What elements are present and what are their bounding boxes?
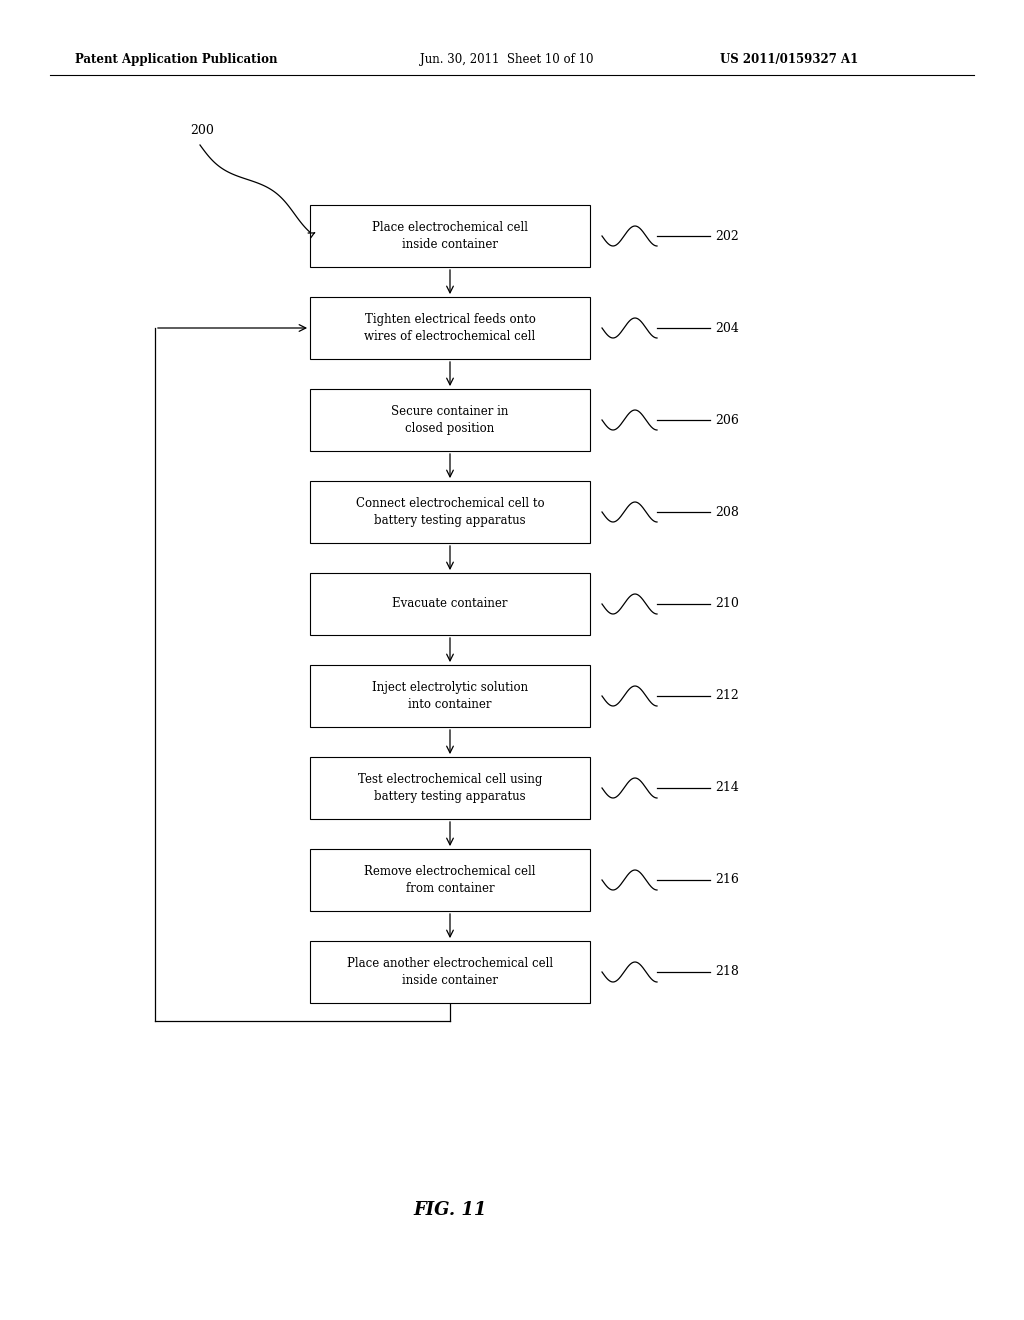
Text: Test electrochemical cell using
battery testing apparatus: Test electrochemical cell using battery … [357,774,542,803]
FancyBboxPatch shape [310,756,590,818]
Text: Connect electrochemical cell to
battery testing apparatus: Connect electrochemical cell to battery … [355,498,545,527]
FancyBboxPatch shape [310,941,590,1003]
Text: 202: 202 [715,230,738,243]
Text: 212: 212 [715,689,738,702]
FancyBboxPatch shape [310,389,590,451]
Text: 204: 204 [715,322,739,334]
Text: Place another electrochemical cell
inside container: Place another electrochemical cell insid… [347,957,553,987]
FancyBboxPatch shape [310,665,590,727]
Text: 206: 206 [715,413,739,426]
FancyBboxPatch shape [310,205,590,267]
Text: Secure container in
closed position: Secure container in closed position [391,405,509,436]
Text: Evacuate container: Evacuate container [392,598,508,610]
Text: FIG. 11: FIG. 11 [414,1201,486,1218]
FancyBboxPatch shape [310,297,590,359]
Text: Tighten electrical feeds onto
wires of electrochemical cell: Tighten electrical feeds onto wires of e… [365,313,536,343]
Text: Place electrochemical cell
inside container: Place electrochemical cell inside contai… [372,220,528,251]
Text: 210: 210 [715,598,739,610]
Text: Patent Application Publication: Patent Application Publication [75,54,278,66]
Text: Jun. 30, 2011  Sheet 10 of 10: Jun. 30, 2011 Sheet 10 of 10 [420,54,594,66]
Text: US 2011/0159327 A1: US 2011/0159327 A1 [720,54,858,66]
Text: Remove electrochemical cell
from container: Remove electrochemical cell from contain… [365,865,536,895]
Text: 214: 214 [715,781,739,795]
Text: Inject electrolytic solution
into container: Inject electrolytic solution into contai… [372,681,528,711]
FancyBboxPatch shape [310,849,590,911]
Text: 218: 218 [715,965,739,978]
Text: 216: 216 [715,874,739,887]
FancyBboxPatch shape [310,480,590,543]
FancyBboxPatch shape [310,573,590,635]
Text: 200: 200 [190,124,214,136]
Text: 208: 208 [715,506,739,519]
